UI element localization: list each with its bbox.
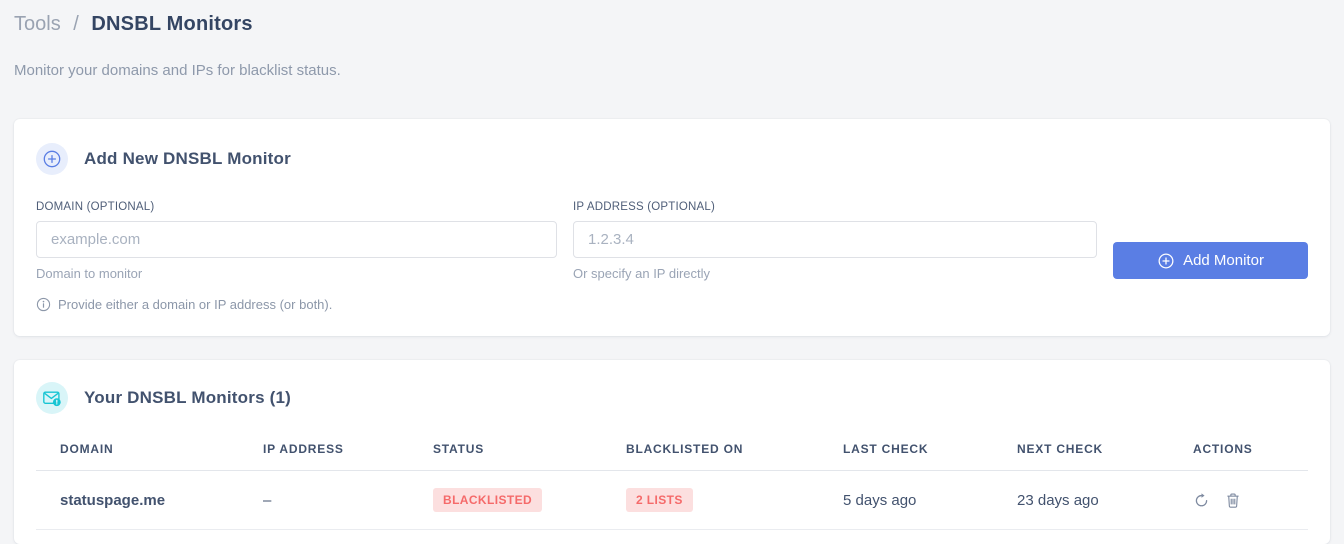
breadcrumb: Tools / DNSBL Monitors <box>14 0 1330 36</box>
monitor-domain: statuspage.me <box>36 470 263 530</box>
column-header-last-check: LAST CHECK <box>843 434 1017 471</box>
plus-circle-icon <box>1157 252 1175 270</box>
column-header-ip-address: IP ADDRESS <box>263 434 433 471</box>
add-monitor-button-label: Add Monitor <box>1183 252 1264 269</box>
domain-field-group: DOMAIN (OPTIONAL) Domain to monitor <box>36 201 557 281</box>
domain-field-help: Domain to monitor <box>36 266 143 281</box>
table-row: statuspage.me – BLACKLISTED 2 LISTS 5 da… <box>36 470 1308 530</box>
monitor-next-check: 23 days ago <box>1017 470 1193 530</box>
column-header-domain: DOMAIN <box>36 434 263 471</box>
form-note-text: Provide either a domain or IP address (o… <box>58 297 333 312</box>
monitor-blacklisted-on-cell: 2 LISTS <box>626 470 843 530</box>
breadcrumb-tools-link[interactable]: Tools <box>14 13 61 35</box>
form-note: Provide either a domain or IP address (o… <box>36 297 1308 312</box>
monitor-last-check: 5 days ago <box>843 470 1017 530</box>
page-title: DNSBL Monitors <box>91 13 253 35</box>
column-header-status: STATUS <box>433 434 626 471</box>
row-actions <box>1193 492 1304 509</box>
monitor-ip-address: – <box>263 470 433 530</box>
monitor-actions-cell <box>1193 470 1308 530</box>
ip-field-label: IP ADDRESS (OPTIONAL) <box>573 201 716 213</box>
ip-field-group: IP ADDRESS (OPTIONAL) Or specify an IP d… <box>573 201 1097 281</box>
column-header-blacklisted-on: BLACKLISTED ON <box>626 434 843 471</box>
page-subtitle: Monitor your domains and IPs for blackli… <box>14 62 341 79</box>
domain-input[interactable] <box>36 221 557 258</box>
info-icon <box>36 297 51 312</box>
table-header-row: DOMAIN IP ADDRESS STATUS BLACKLISTED ON … <box>36 434 1308 471</box>
add-monitor-card: Add New DNSBL Monitor DOMAIN (OPTIONAL) … <box>14 119 1330 336</box>
monitors-table: DOMAIN IP ADDRESS STATUS BLACKLISTED ON … <box>36 434 1308 530</box>
monitors-card-header: Your DNSBL Monitors (1) <box>36 382 1308 414</box>
add-monitor-card-title: Add New DNSBL Monitor <box>84 149 291 168</box>
monitors-card: Your DNSBL Monitors (1) DOMAIN IP ADDRES… <box>14 360 1330 544</box>
status-badge: BLACKLISTED <box>433 488 543 512</box>
add-monitor-card-header: Add New DNSBL Monitor <box>36 143 1308 175</box>
domain-field-label: DOMAIN (OPTIONAL) <box>36 201 155 213</box>
breadcrumb-separator: / <box>73 13 79 35</box>
monitors-card-title: Your DNSBL Monitors (1) <box>84 388 292 407</box>
trash-icon[interactable] <box>1225 492 1241 509</box>
plus-circle-icon <box>36 143 68 175</box>
column-header-actions: ACTIONS <box>1193 434 1308 471</box>
ip-field-help: Or specify an IP directly <box>573 266 711 281</box>
column-header-next-check: NEXT CHECK <box>1017 434 1193 471</box>
ip-input[interactable] <box>573 221 1097 258</box>
submit-column: Add Monitor <box>1113 201 1308 281</box>
refresh-icon[interactable] <box>1193 492 1210 509</box>
add-monitor-form: DOMAIN (OPTIONAL) Domain to monitor IP A… <box>36 201 1308 281</box>
add-monitor-button[interactable]: Add Monitor <box>1113 242 1308 279</box>
blacklisted-on-badge[interactable]: 2 LISTS <box>626 488 693 512</box>
monitor-status-cell: BLACKLISTED <box>433 470 626 530</box>
mail-alert-icon <box>36 382 68 414</box>
